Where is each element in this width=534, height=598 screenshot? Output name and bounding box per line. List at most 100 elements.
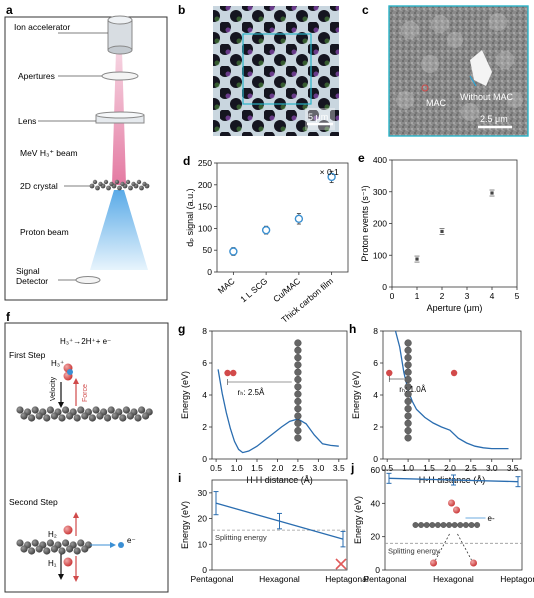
h3-electron	[67, 369, 73, 375]
y-tick-label: 0	[375, 565, 380, 575]
carbon-atom	[404, 346, 412, 354]
hydrogen-atom	[430, 559, 437, 567]
carbon-atom	[404, 434, 412, 442]
x-tick-label: Cu/MAC	[271, 276, 302, 304]
crystal-atom	[98, 181, 103, 187]
x-tick-label: 1.5	[423, 463, 435, 473]
y-axis-label: dₚ signal (a.u.)	[185, 188, 195, 246]
x-tick-label: Hexagonal	[433, 574, 474, 584]
panel-letter-a: a	[6, 3, 13, 17]
crystal-atom	[104, 414, 112, 422]
carbon-atom	[294, 412, 302, 420]
crystal-atom	[16, 539, 24, 547]
y-tick-label: 8	[202, 326, 207, 336]
carbon-atom	[446, 522, 453, 528]
label-h3: H₃⁺	[51, 359, 64, 368]
y-tick-label: 20	[198, 514, 208, 524]
crystal-atom	[81, 545, 89, 553]
x-tick-label: 2	[440, 291, 445, 301]
hydrogen-atom	[470, 559, 477, 567]
hydrogen-atom	[230, 369, 237, 377]
label-first-step: First Step	[9, 350, 46, 360]
panel-letter-d: d	[183, 154, 190, 168]
without-mac-region	[470, 50, 492, 86]
crystal-atom	[62, 406, 70, 414]
carbon-atom	[404, 383, 412, 391]
crystal-atom	[142, 181, 147, 187]
y-tick-label: 200	[198, 180, 212, 190]
carbon-atom	[423, 522, 430, 528]
carbon-atom	[404, 375, 412, 384]
proton-beam-cone	[90, 190, 148, 270]
crystal-sheet-first-step	[16, 406, 153, 422]
label-velocity: Velocity	[50, 376, 57, 401]
chart-i: 0 10 20 30 Energy (eV) i Pentagonal Hexagonal He…	[178, 471, 369, 584]
label-second-step: Second Step	[9, 497, 58, 507]
crystal-atom	[43, 414, 51, 422]
crystal-atom	[73, 414, 81, 422]
x-tick-label: 1.0	[231, 463, 243, 473]
crystal-atom	[139, 185, 144, 191]
crystal-atom	[126, 412, 134, 420]
x-tick-label: 0.5	[210, 463, 222, 473]
carbon-atom	[294, 375, 302, 384]
y-tick-label: 4	[202, 390, 207, 400]
y-tick-label: 100	[373, 250, 387, 260]
data-point	[440, 229, 444, 234]
crystal-atom	[16, 406, 24, 414]
crystal-atom	[138, 406, 146, 414]
crystal-atom	[58, 547, 66, 555]
y-tick-label: 250	[198, 158, 212, 168]
carbon-atom	[468, 522, 475, 528]
label-force: Force	[82, 384, 89, 402]
x-tick-label: 3.5	[333, 463, 345, 473]
chart-j: 0 20 40 60 Energy (eV) j Pentagonal Hexagonal He…	[350, 461, 534, 584]
y-tick-label: 40	[371, 498, 381, 508]
y-tick-label: 0	[382, 282, 387, 292]
carbon-atom	[434, 522, 441, 528]
crystal-atom	[31, 539, 39, 547]
y-tick-label: 2	[202, 422, 207, 432]
crystal-atom	[73, 547, 81, 555]
y-tick-label: 30	[198, 488, 208, 498]
crystal-atom	[62, 539, 70, 547]
h1-atom	[63, 557, 73, 567]
carbon-atom	[404, 390, 412, 398]
x-tick-label: Hexagonal	[259, 574, 300, 584]
y-tick-label: 20	[371, 532, 381, 542]
crystal-atom	[111, 412, 119, 420]
crystal-atom	[20, 412, 28, 420]
carbon-atom	[294, 427, 302, 435]
threshold-label: Splitting energy	[215, 533, 267, 542]
label-beam: MeV H₃⁺ beam	[20, 148, 78, 158]
selection-box	[242, 33, 312, 105]
y-tick-label: 0	[207, 267, 212, 277]
panel-f: f First Step H₃⁺→2H⁺+ e⁻ H₃⁺ Velocity Fo…	[4, 310, 169, 593]
x-tick-label: Pentagonal	[190, 574, 233, 584]
carbon-atom	[429, 522, 436, 528]
distance-annotation: rₕ: 1.0Å	[399, 385, 426, 394]
y-tick-label: 60	[371, 465, 381, 475]
carbon-atom	[474, 522, 481, 528]
panel-a: a Ion accelerator Apertures Lens MeV H₃⁺…	[4, 3, 168, 301]
crystal-sheet-second-step	[16, 539, 92, 555]
panel-letter-j: j	[350, 461, 354, 475]
lens-icon	[95, 111, 145, 124]
signal-detector-icon	[75, 276, 101, 284]
carbon-atom	[294, 397, 302, 406]
plot-frame	[211, 479, 348, 571]
crystal-atom	[125, 179, 131, 185]
crystal-atom	[31, 406, 39, 414]
crystal-atom	[117, 185, 122, 191]
crystal-atom	[103, 179, 109, 185]
x-tick-label: 5	[515, 291, 520, 301]
label-h1: H₁	[48, 559, 57, 568]
x-tick-label: 0.5	[381, 463, 393, 473]
crystal-atom	[81, 412, 89, 420]
data-point	[229, 247, 238, 256]
y-tick-label: 4	[373, 390, 378, 400]
crystal-atom	[28, 547, 36, 555]
fail-mark-icon	[335, 558, 347, 570]
plot-frame	[382, 330, 522, 460]
